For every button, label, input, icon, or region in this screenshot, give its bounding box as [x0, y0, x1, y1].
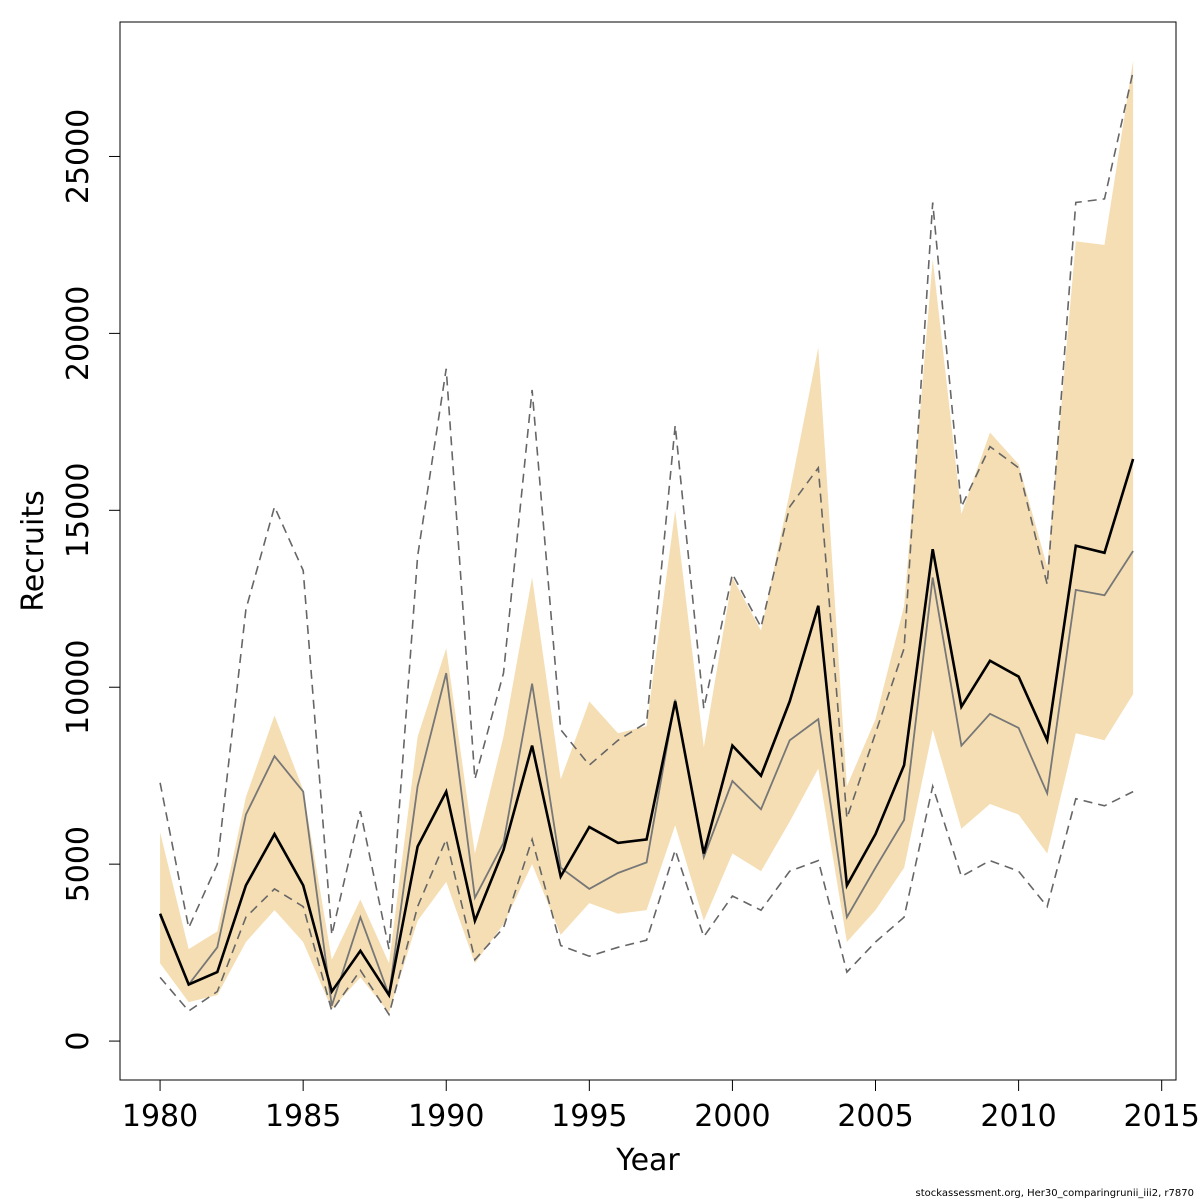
- y-tick-label: 5000: [61, 826, 96, 902]
- x-axis: 1980 1985 1990 1995 2000 2005 2010 2015: [122, 1079, 1200, 1134]
- series-line-dashed-gray-upper: [159, 71, 1134, 950]
- confidence-band: [160, 60, 1134, 1013]
- series-layer: [158, 71, 1135, 1017]
- y-tick-label: 20000: [61, 286, 96, 381]
- series-line-solid-black-thick: [158, 458, 1135, 999]
- x-tick-label: 2000: [694, 1099, 770, 1134]
- x-tick-label: 1995: [551, 1099, 627, 1134]
- y-tick-label: 25000: [61, 109, 96, 204]
- x-tick-label: 2005: [837, 1099, 913, 1134]
- y-axis-title: Recruits: [16, 490, 51, 612]
- x-tick-label: 1990: [408, 1099, 484, 1134]
- x-axis-title: Year: [615, 1143, 680, 1178]
- x-tick-label: 2010: [980, 1099, 1056, 1134]
- x-tick-label: 1985: [265, 1099, 341, 1134]
- y-tick-label: 10000: [61, 640, 96, 735]
- y-tick-label: 15000: [61, 463, 96, 558]
- y-tick-label: 0: [61, 1032, 96, 1051]
- series-line-solid-gray-thin: [159, 550, 1134, 1006]
- y-axis: 0 5000 10000 15000 20000 25000: [61, 109, 121, 1051]
- series-line-dashed-gray-lower: [159, 783, 1134, 1017]
- x-tick-label: 1980: [122, 1099, 198, 1134]
- source-note: stockassessment.org, Her30_comparingruni…: [916, 1188, 1194, 1199]
- x-tick-label: 2015: [1124, 1099, 1200, 1134]
- confidence-band-layer: [160, 60, 1134, 1013]
